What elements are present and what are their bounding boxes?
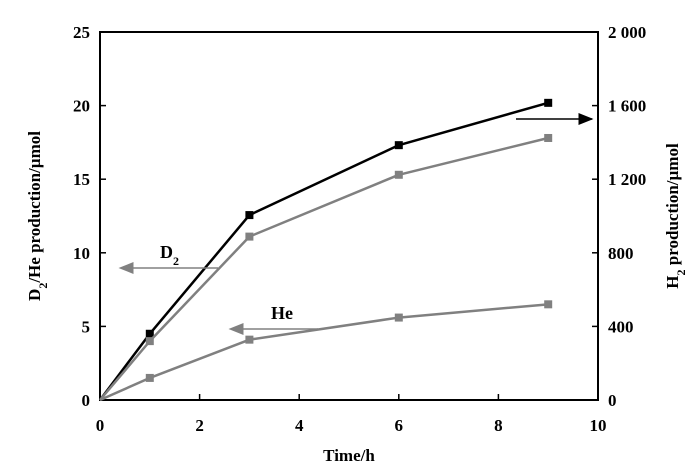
left-y-axis-label: D2/He production/µmol bbox=[25, 131, 50, 301]
series-d2-marker bbox=[145, 337, 154, 346]
x-tick-label: 8 bbox=[494, 416, 503, 435]
right-y-tick-label: 2 000 bbox=[608, 23, 646, 42]
series-he-marker bbox=[544, 300, 553, 309]
right-y-tick-label: 400 bbox=[608, 317, 634, 336]
x-axis-label: Time/h bbox=[323, 446, 375, 465]
right-y-tick-label: 800 bbox=[608, 244, 634, 263]
d2-annotation-sub: 2 bbox=[173, 254, 179, 268]
left-y-tick-label: 20 bbox=[73, 97, 90, 116]
right-y-axis-label-rest: production/µmol bbox=[663, 143, 682, 269]
left-y-axis-label-rest: /He production/µmol bbox=[25, 131, 44, 284]
axis-labels: Time/h D2/He production/µmol H2 producti… bbox=[25, 131, 688, 465]
left-y-tick-label: 5 bbox=[82, 317, 91, 336]
series-he-marker bbox=[245, 335, 254, 344]
left-y-tick-label: 15 bbox=[73, 170, 90, 189]
x-tick-label: 2 bbox=[195, 416, 204, 435]
left-y-axis-label-main: D bbox=[25, 289, 44, 301]
x-tick-label: 0 bbox=[96, 416, 105, 435]
series-h2-marker bbox=[245, 211, 254, 220]
left-y-tick-label: 0 bbox=[82, 391, 91, 410]
series-he-marker bbox=[394, 313, 403, 322]
right-y-tick-label: 1 600 bbox=[608, 97, 646, 116]
series-h2-marker bbox=[394, 141, 403, 150]
series-d2-marker bbox=[544, 133, 553, 142]
series-h2-marker bbox=[145, 329, 154, 338]
right-y-tick-label: 0 bbox=[608, 391, 617, 410]
plot-frame bbox=[99, 31, 599, 401]
x-tick-label: 10 bbox=[590, 416, 607, 435]
annotations: D2 He bbox=[118, 113, 594, 335]
series-h2-marker bbox=[544, 98, 553, 107]
right-y-axis-label: H2 production/µmol bbox=[663, 143, 688, 289]
series-d2-marker bbox=[394, 170, 403, 179]
left-y-tick-label: 25 bbox=[73, 23, 90, 42]
right-y-axis-label-sub: 2 bbox=[674, 269, 688, 275]
series-layer bbox=[99, 98, 553, 402]
series-d2-marker bbox=[245, 232, 254, 241]
series-he-marker bbox=[145, 373, 154, 382]
right-y-tick-label: 1 200 bbox=[608, 170, 646, 189]
d2-annotation-label: D2 bbox=[160, 242, 179, 268]
x-tick-label: 6 bbox=[395, 416, 404, 435]
series-he-line bbox=[99, 303, 549, 402]
x-tick-label: 4 bbox=[295, 416, 304, 435]
left-y-tick-label: 10 bbox=[73, 244, 90, 263]
left-y-axis-label-sub: 2 bbox=[36, 283, 50, 289]
right-y-axis-label-main: H bbox=[663, 275, 682, 288]
he-annotation-label: He bbox=[271, 303, 293, 323]
d2-annotation-main: D bbox=[160, 242, 173, 262]
series-d2-line bbox=[99, 136, 549, 401]
